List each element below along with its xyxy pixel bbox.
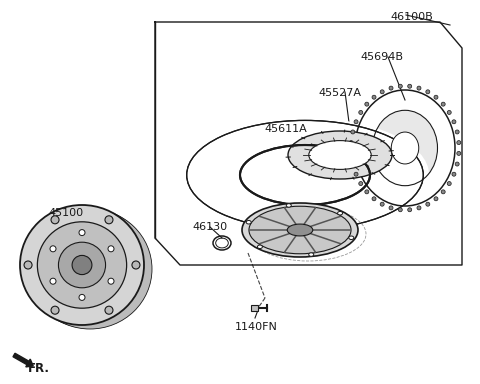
Ellipse shape (359, 111, 363, 114)
Ellipse shape (59, 242, 106, 288)
Ellipse shape (417, 206, 421, 210)
Ellipse shape (417, 86, 421, 90)
Text: FR.: FR. (28, 362, 50, 375)
Ellipse shape (426, 202, 430, 206)
Ellipse shape (181, 118, 429, 232)
Ellipse shape (426, 90, 430, 94)
Ellipse shape (457, 141, 461, 145)
Ellipse shape (373, 111, 437, 185)
Ellipse shape (309, 141, 371, 169)
Ellipse shape (398, 84, 402, 88)
Ellipse shape (372, 197, 376, 201)
Ellipse shape (408, 84, 412, 88)
Ellipse shape (351, 130, 355, 134)
Ellipse shape (79, 295, 85, 300)
Ellipse shape (24, 261, 32, 269)
Ellipse shape (455, 162, 459, 166)
Ellipse shape (257, 245, 263, 248)
Text: 1140FN: 1140FN (235, 322, 278, 332)
Ellipse shape (354, 172, 358, 176)
Ellipse shape (389, 206, 393, 210)
Ellipse shape (447, 182, 451, 185)
Ellipse shape (337, 212, 343, 215)
Text: 46130: 46130 (192, 222, 227, 232)
Ellipse shape (288, 131, 392, 179)
Ellipse shape (20, 205, 144, 325)
Ellipse shape (79, 230, 85, 236)
Ellipse shape (50, 246, 56, 252)
Ellipse shape (105, 216, 113, 224)
Ellipse shape (359, 182, 363, 185)
Ellipse shape (365, 190, 369, 194)
Ellipse shape (447, 111, 451, 114)
Ellipse shape (349, 141, 353, 145)
Ellipse shape (132, 261, 140, 269)
Text: 45527A: 45527A (318, 88, 361, 98)
Ellipse shape (286, 204, 291, 207)
Ellipse shape (408, 208, 412, 212)
Ellipse shape (108, 246, 114, 252)
Ellipse shape (249, 206, 351, 254)
Ellipse shape (457, 151, 461, 156)
Ellipse shape (391, 132, 419, 164)
Ellipse shape (441, 102, 445, 106)
Text: 45694B: 45694B (360, 52, 403, 62)
FancyArrow shape (13, 353, 33, 367)
Ellipse shape (72, 255, 92, 275)
Ellipse shape (51, 306, 59, 314)
Ellipse shape (51, 216, 59, 224)
Ellipse shape (108, 278, 114, 284)
Text: 46100B: 46100B (390, 12, 433, 22)
Ellipse shape (389, 86, 393, 90)
Ellipse shape (434, 95, 438, 99)
Ellipse shape (309, 253, 314, 256)
Ellipse shape (434, 197, 438, 201)
Polygon shape (251, 305, 258, 311)
Ellipse shape (246, 220, 251, 224)
Ellipse shape (287, 224, 313, 236)
Ellipse shape (455, 130, 459, 134)
Text: 45611A: 45611A (264, 124, 307, 134)
Ellipse shape (354, 120, 358, 124)
Ellipse shape (105, 306, 113, 314)
Ellipse shape (351, 162, 355, 166)
Ellipse shape (452, 120, 456, 124)
Ellipse shape (380, 90, 384, 94)
Ellipse shape (380, 202, 384, 206)
Ellipse shape (372, 95, 376, 99)
Ellipse shape (349, 236, 354, 240)
Ellipse shape (398, 208, 402, 212)
Ellipse shape (441, 190, 445, 194)
Ellipse shape (26, 208, 150, 328)
Ellipse shape (28, 209, 152, 329)
Ellipse shape (452, 172, 456, 176)
Text: 45100: 45100 (48, 208, 83, 218)
Ellipse shape (365, 102, 369, 106)
Ellipse shape (37, 222, 127, 308)
Ellipse shape (50, 278, 56, 284)
Ellipse shape (242, 203, 358, 257)
Ellipse shape (349, 151, 353, 156)
